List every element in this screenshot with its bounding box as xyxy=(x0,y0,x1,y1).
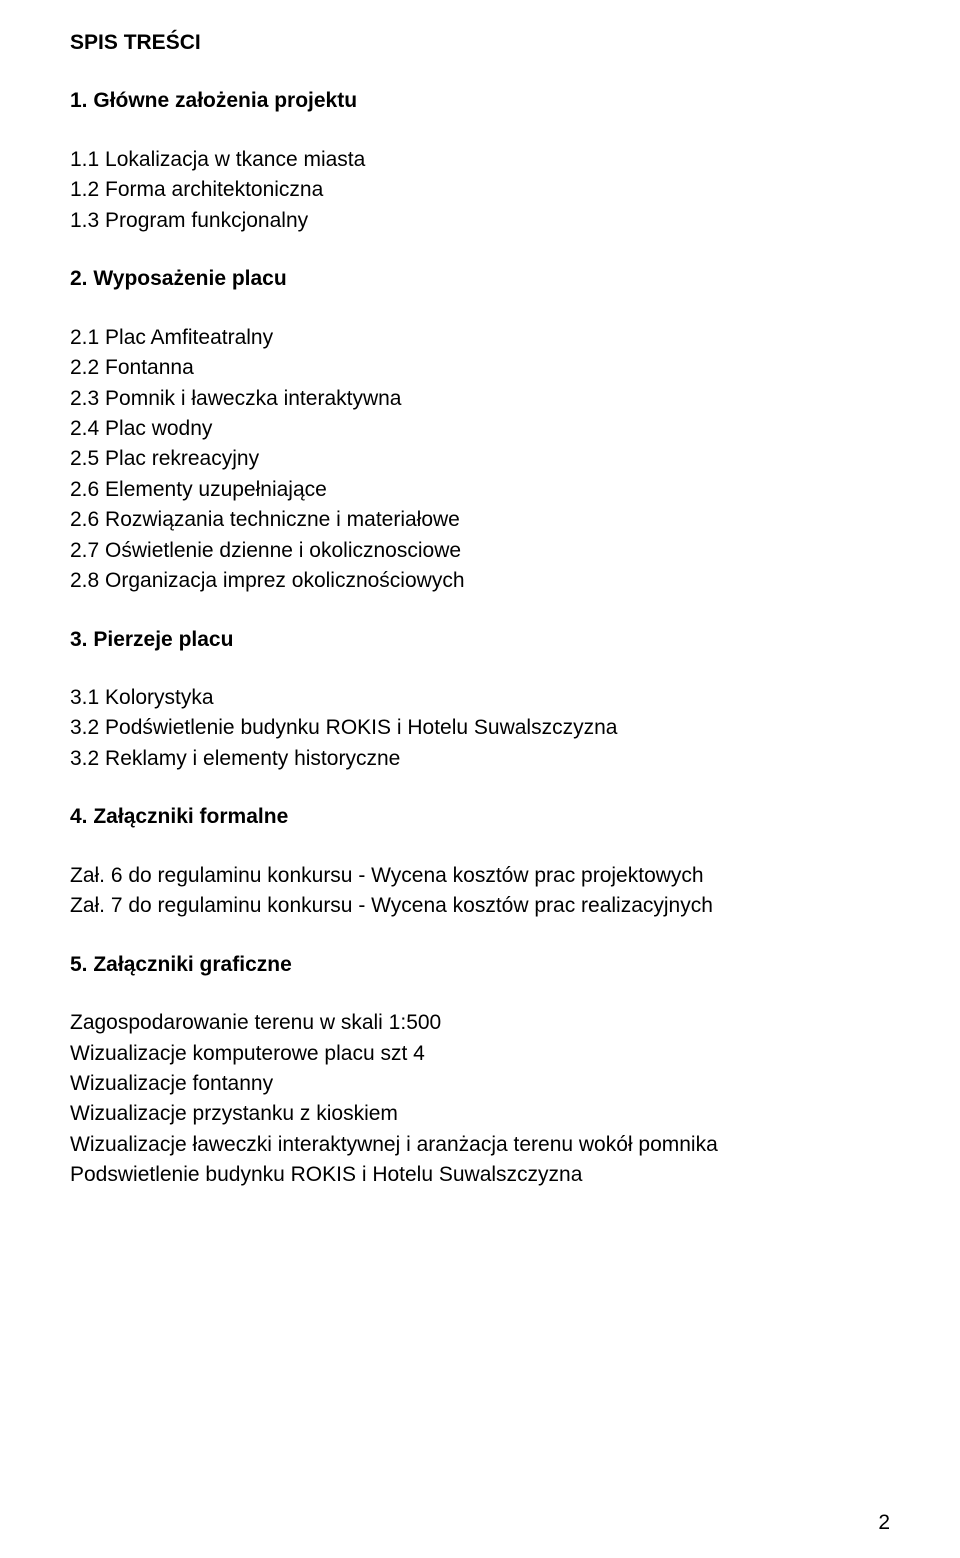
section-4-head: 4. Załączniki formalne xyxy=(70,802,890,832)
toc-item: 2.8 Organizacja imprez okolicznościowych xyxy=(70,566,890,596)
toc-item: 3.2 Reklamy i elementy historyczne xyxy=(70,744,890,774)
section-4: 4. Załączniki formalne xyxy=(70,802,890,832)
toc-item: Podswietlenie budynku ROKIS i Hotelu Suw… xyxy=(70,1160,890,1190)
toc-item: 3.1 Kolorystyka xyxy=(70,683,890,713)
section-3-items: 3.1 Kolorystyka 3.2 Podświetlenie budynk… xyxy=(70,683,890,774)
document-title: SPIS TREŚCI xyxy=(70,28,890,58)
section-5-head: 5. Załączniki graficzne xyxy=(70,950,890,980)
toc-item: 2.1 Plac Amfiteatralny xyxy=(70,323,890,353)
toc-item: 2.7 Oświetlenie dzienne i okolicznosciow… xyxy=(70,536,890,566)
toc-item: 2.6 Rozwiązania techniczne i materiałowe xyxy=(70,505,890,535)
section-2: 2. Wyposażenie placu xyxy=(70,264,890,294)
toc-item: 2.6 Elementy uzupełniające xyxy=(70,475,890,505)
toc-item: Zał. 6 do regulaminu konkursu - Wycena k… xyxy=(70,861,890,891)
toc-item: Zagospodarowanie terenu w skali 1:500 xyxy=(70,1008,890,1038)
toc-item: 2.5 Plac rekreacyjny xyxy=(70,444,890,474)
toc-item: 2.3 Pomnik i ławeczka interaktywna xyxy=(70,384,890,414)
toc-item: 2.4 Plac wodny xyxy=(70,414,890,444)
section-3: 3. Pierzeje placu xyxy=(70,625,890,655)
toc-item: Wizualizacje komputerowe placu szt 4 xyxy=(70,1039,890,1069)
section-3-head: 3. Pierzeje placu xyxy=(70,625,890,655)
section-1-head: 1. Główne założenia projektu xyxy=(70,86,890,116)
toc-item: Wizualizacje ławeczki interaktywnej i ar… xyxy=(70,1130,890,1160)
toc-item: Wizualizacje fontanny xyxy=(70,1069,890,1099)
toc-item: 2.2 Fontanna xyxy=(70,353,890,383)
section-5: 5. Załączniki graficzne xyxy=(70,950,890,980)
toc-item: 1.2 Forma architektoniczna xyxy=(70,175,890,205)
toc-item: 1.3 Program funkcjonalny xyxy=(70,206,890,236)
section-1: 1. Główne założenia projektu xyxy=(70,86,890,116)
section-2-items: 2.1 Plac Amfiteatralny 2.2 Fontanna 2.3 … xyxy=(70,323,890,597)
section-4-items: Zał. 6 do regulaminu konkursu - Wycena k… xyxy=(70,861,890,922)
section-1-items: 1.1 Lokalizacja w tkance miasta 1.2 Form… xyxy=(70,145,890,236)
section-2-head: 2. Wyposażenie placu xyxy=(70,264,890,294)
toc-item: 3.2 Podświetlenie budynku ROKIS i Hotelu… xyxy=(70,713,890,743)
toc-item: 1.1 Lokalizacja w tkance miasta xyxy=(70,145,890,175)
section-5-items: Zagospodarowanie terenu w skali 1:500 Wi… xyxy=(70,1008,890,1191)
toc-item: Zał. 7 do regulaminu konkursu - Wycena k… xyxy=(70,891,890,921)
toc-item: Wizualizacje przystanku z kioskiem xyxy=(70,1099,890,1129)
page-number: 2 xyxy=(878,1508,890,1538)
